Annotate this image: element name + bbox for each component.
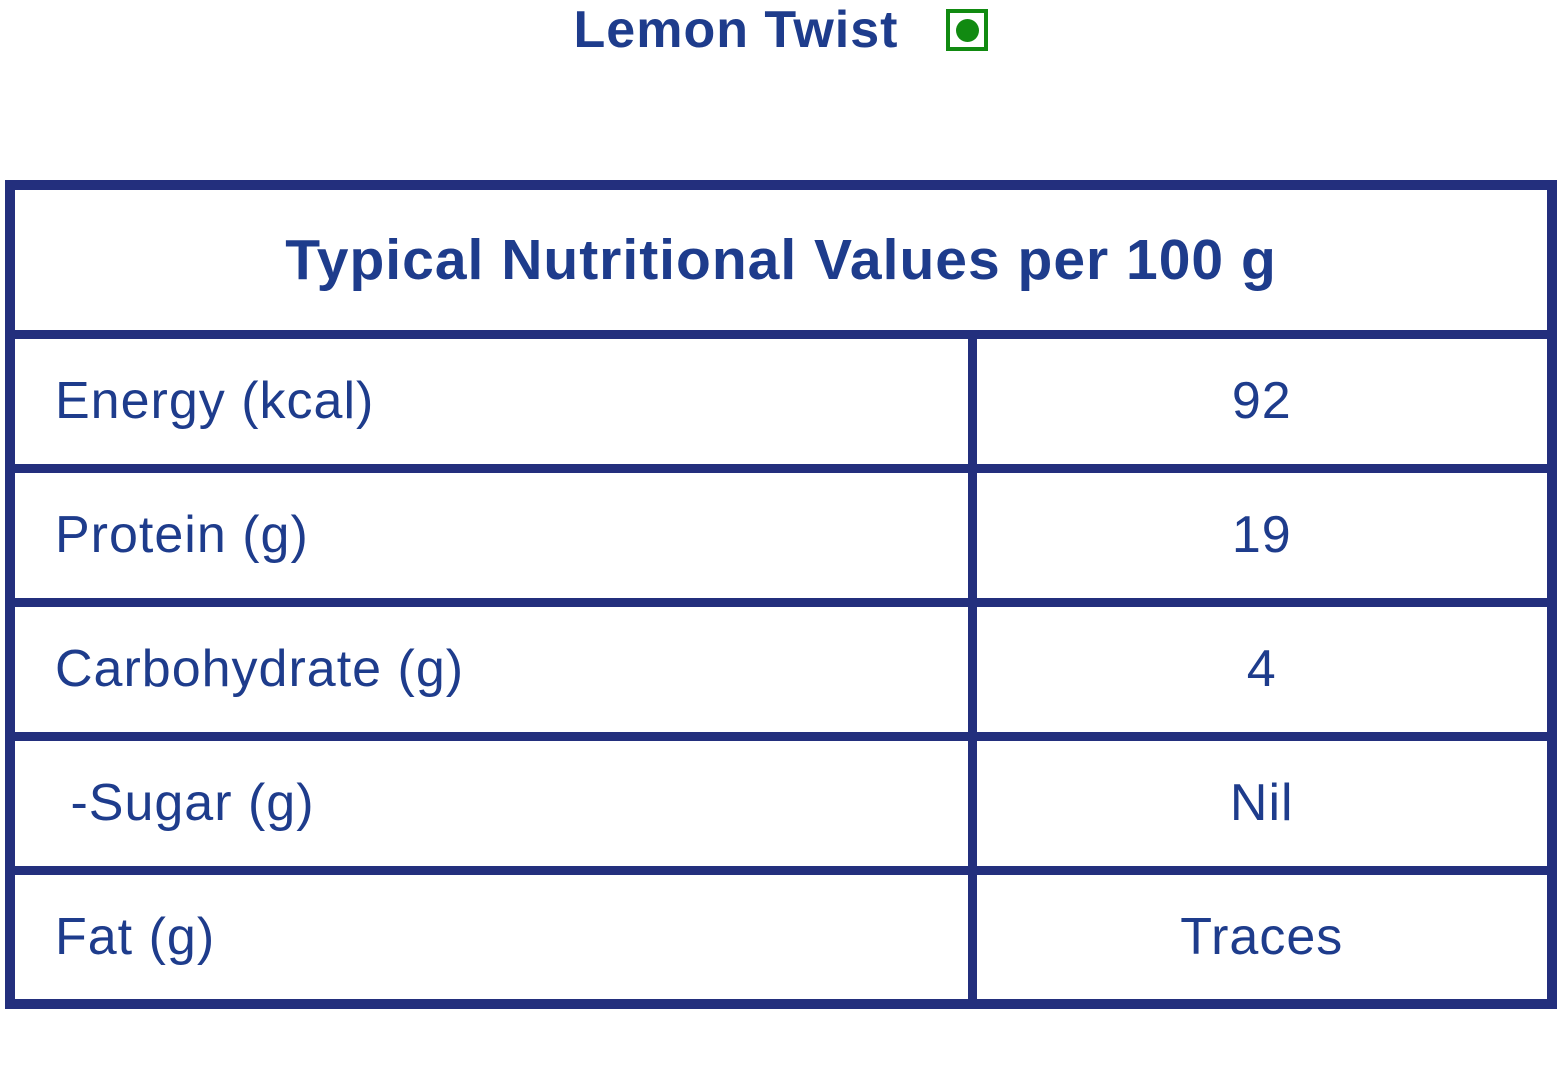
row-value-fat: Traces xyxy=(967,865,1552,1004)
veg-dot xyxy=(955,18,979,42)
table-row-protein: Protein (g) 19 xyxy=(10,463,1552,602)
table-header-row: Typical Nutritional Values per 100 g xyxy=(10,185,1552,339)
row-label-fat: Fat (g) xyxy=(10,865,972,1004)
table-header: Typical Nutritional Values per 100 g xyxy=(10,185,1552,339)
row-label-protein: Protein (g) xyxy=(10,463,972,602)
row-label-energy: Energy (kcal) xyxy=(10,329,972,468)
row-value-carbohydrate: 4 xyxy=(967,597,1552,736)
table-row-sugar: -Sugar (g) Nil xyxy=(10,731,1552,870)
nutrition-table: Typical Nutritional Values per 100 g Ene… xyxy=(5,180,1557,1009)
title-row: Lemon Twist xyxy=(0,0,1562,60)
row-value-sugar: Nil xyxy=(967,731,1552,870)
row-value-protein: 19 xyxy=(967,463,1552,602)
table-row-energy: Energy (kcal) 92 xyxy=(10,329,1552,468)
row-label-sugar: -Sugar (g) xyxy=(10,731,972,870)
veg-mark-icon xyxy=(946,9,989,51)
table-row-carbohydrate: Carbohydrate (g) 4 xyxy=(10,597,1552,736)
row-value-energy: 92 xyxy=(967,329,1552,468)
product-title: Lemon Twist xyxy=(573,1,899,59)
table-row-fat: Fat (g) Traces xyxy=(10,865,1552,1004)
row-label-carbohydrate: Carbohydrate (g) xyxy=(10,597,972,736)
